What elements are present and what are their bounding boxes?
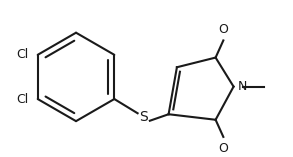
- Text: O: O: [218, 142, 228, 155]
- Text: Cl: Cl: [16, 92, 28, 106]
- Text: Cl: Cl: [16, 48, 28, 61]
- Text: O: O: [218, 23, 228, 36]
- Text: S: S: [139, 110, 148, 124]
- Text: N: N: [237, 80, 247, 93]
